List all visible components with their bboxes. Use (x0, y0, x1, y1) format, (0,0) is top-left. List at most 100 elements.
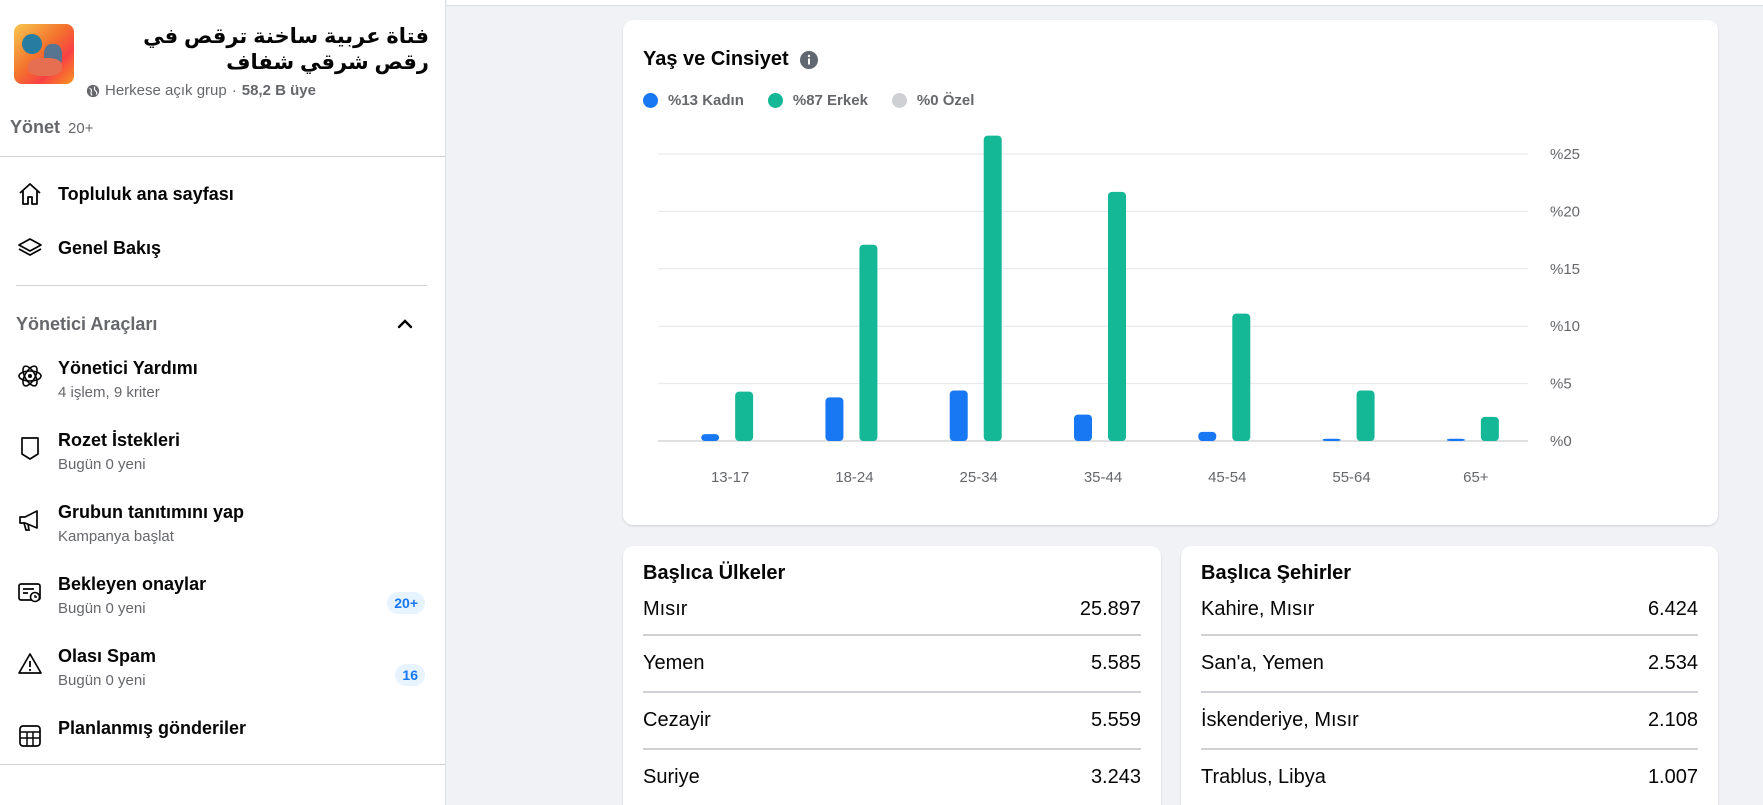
row-value: 6.424 (1647, 598, 1698, 620)
admin-tools-list: Yönetici Yardımı 4 işlem, 9 kriter Rozet… (0, 350, 445, 782)
tool-text: Planlanmış gönderiler (58, 710, 246, 740)
y-tick-label: %5 (1550, 376, 1572, 393)
badge-shield-icon (21, 437, 39, 460)
legend-dot (643, 93, 658, 108)
tool-promote-group[interactable]: Grubun tanıtımını yap Kampanya başlat (0, 494, 445, 566)
row-name: San'a, Yemen (1201, 652, 1324, 674)
home-icon (19, 183, 41, 205)
nav-item-community-home[interactable]: Topluluk ana sayfası (0, 167, 445, 221)
legend-label: %87 Erkek (792, 92, 868, 109)
bar-female (949, 390, 968, 441)
tool-text: Grubun tanıtımını yap Kampanya başlat (58, 494, 244, 548)
divider (16, 285, 427, 286)
tool-label: Olası Spam (58, 646, 157, 666)
legend-dot (767, 93, 783, 108)
group-meta: Herkese açık grup · 58,2 B üye (86, 82, 429, 99)
row-value: 3.243 (1090, 766, 1141, 788)
chart-legend: %13 Kadın %87 Erkek %0 Özel (643, 92, 974, 109)
x-tick-label: 45-54 (1208, 469, 1246, 486)
bar-female (1198, 431, 1217, 441)
tool-badge-requests[interactable]: Rozet İstekleri Bugün 0 yeni (0, 422, 445, 494)
tool-label: Yönetici Yardımı (58, 358, 198, 378)
age-gender-chart: %0 %5 %10 %15 %20 %25 13-17 18-24 25-34 35-44 45-5… (658, 135, 1580, 486)
tool-text: Olası Spam Bugün 0 yeni (58, 638, 156, 692)
chevron-up-icon[interactable] (395, 314, 415, 334)
tool-text: Rozet İstekleri Bugün 0 yeni (58, 422, 180, 476)
legend-item-female: %13 Kadın (643, 92, 744, 109)
row-name: Yemen (643, 652, 705, 674)
tool-admin-assist[interactable]: Yönetici Yardımı 4 işlem, 9 kriter (0, 350, 445, 422)
layers-icon (18, 238, 42, 257)
bar-male (983, 135, 1002, 441)
row-name: Kahire, Mısır (1201, 598, 1315, 620)
atom-icon (18, 365, 42, 387)
group-name[interactable]: فتاة عربية ساخنة ترقص في رقص شرقي شفاف (143, 25, 429, 74)
nav-list: Topluluk ana sayfası Genel Bakış (0, 167, 445, 275)
tool-sub: Kampanya başlat (58, 528, 174, 545)
nav-label: Genel Bakış (58, 237, 162, 258)
list-item: Kahire, Mısır 6.424 (1201, 598, 1698, 636)
bar-male (1356, 390, 1375, 441)
info-icon[interactable] (799, 50, 819, 70)
manage-title: Yönet (10, 117, 61, 137)
admin-tools-title: Yönetici Araçları (16, 313, 158, 334)
tool-sub: Bugün 0 yeni (58, 672, 146, 689)
bar-female (1074, 414, 1092, 441)
group-privacy: Herkese açık grup (105, 82, 227, 99)
count-badge: 20+ (387, 592, 425, 614)
bar-male (1108, 191, 1126, 441)
meta-separator: · (231, 82, 237, 99)
legend-label: %13 Kadın (668, 92, 744, 109)
tool-possible-spam[interactable]: Olası Spam Bugün 0 yeni 16 (0, 638, 445, 710)
tool-scheduled-posts[interactable]: Planlanmış gönderiler (0, 710, 445, 782)
bar-female (1322, 438, 1341, 441)
top-cities-title: Başlıca Şehirler (1201, 562, 1352, 584)
tool-pending-approvals[interactable]: Bekleyen onaylar Bugün 0 yeni 20+ (0, 566, 445, 638)
legend-item-male: %87 Erkek (767, 92, 868, 109)
group-members[interactable]: 58,2 B üye (241, 82, 316, 99)
top-countries-title: Başlıca Ülkeler (643, 562, 786, 584)
x-tick-label: 55-64 (1332, 469, 1370, 486)
list-item: Cezayir 5.559 (643, 693, 1141, 750)
row-name: Cezayir (643, 709, 711, 731)
y-tick-label: %25 (1550, 146, 1580, 163)
row-value: 2.108 (1647, 709, 1698, 731)
group-cover-image[interactable] (14, 24, 74, 84)
row-value: 5.559 (1090, 709, 1141, 731)
y-tick-label: %15 (1550, 261, 1580, 278)
group-header: فتاة عربية ساخنة ترقص في رقص شرقي شفاف H… (0, 0, 445, 99)
bar-female (701, 434, 720, 441)
list-item: Trablus, Libya 1.007 (1201, 750, 1698, 805)
row-value: 2.534 (1647, 652, 1698, 674)
warning-icon (18, 653, 42, 674)
y-tick-label: %20 (1550, 203, 1580, 220)
row-name: Trablus, Libya (1201, 766, 1326, 788)
y-tick-label: %0 (1550, 433, 1572, 450)
legend-label: %0 Özel (916, 92, 975, 109)
legend-item-custom: %0 Özel (891, 92, 975, 109)
list-item: Yemen 5.585 (643, 636, 1141, 693)
x-tick-label: 65+ (1463, 469, 1489, 486)
x-tick-label: 25-34 (960, 469, 998, 486)
row-value: 1.007 (1647, 766, 1698, 788)
bar-male (1480, 416, 1499, 441)
admin-tools-header[interactable]: Yönetici Araçları (0, 312, 445, 336)
list-item: San'a, Yemen 2.534 (1201, 636, 1698, 693)
bar-male (859, 244, 878, 441)
tool-text: Yönetici Yardımı 4 işlem, 9 kriter (58, 350, 198, 404)
bar-female (825, 397, 844, 441)
list-item: Suriye 3.243 (643, 750, 1141, 805)
count-badge: 16 (395, 664, 425, 686)
top-countries-list: Mısır 25.897 Yemen 5.585 Cezayir 5.559 Suri… (643, 598, 1141, 805)
megaphone-icon (19, 510, 38, 531)
bar-male (735, 391, 754, 441)
nav-item-overview[interactable]: Genel Bakış (0, 221, 445, 275)
tool-label: Bekleyen onaylar (58, 574, 207, 594)
legend-dot (891, 93, 907, 108)
row-name: İskenderiye, Mısır (1201, 709, 1359, 731)
top-countries-card: Başlıca Ülkeler Mısır 25.897 Yemen 5.585 C… (623, 546, 1161, 805)
tool-label: Grubun tanıtımını yap (58, 502, 245, 522)
top-cities-list: Kahire, Mısır 6.424 San'a, Yemen 2.534 İsk… (1201, 598, 1698, 805)
divider (0, 764, 445, 765)
tool-sub: 4 işlem, 9 kriter (58, 384, 160, 401)
